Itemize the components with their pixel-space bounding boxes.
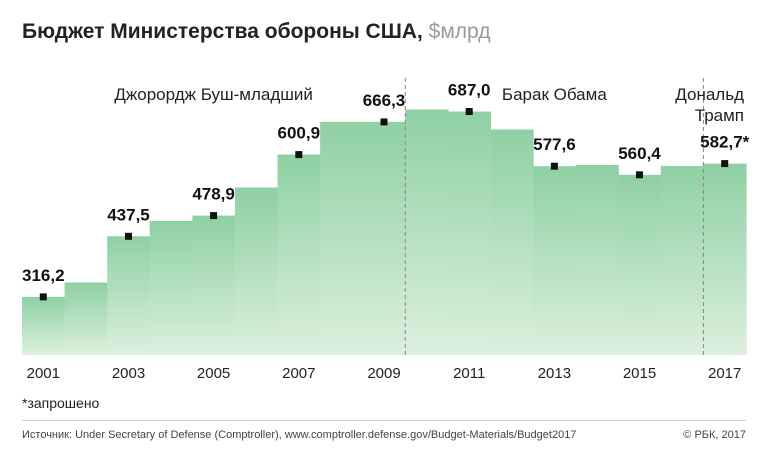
area-step-2011	[447, 111, 492, 355]
data-point-marker	[721, 160, 729, 168]
data-point-marker	[550, 162, 558, 170]
data-point-marker	[636, 171, 643, 179]
data-label: 316,2	[22, 266, 65, 285]
area-layer	[22, 109, 747, 355]
area-step-2008	[320, 121, 364, 355]
area-step-2010	[405, 109, 449, 355]
area-step-2005	[192, 215, 236, 355]
x-tick-label: 2011	[453, 365, 485, 382]
x-tick-layer: 2001 2003 2005 2007 2009 2011 2013 2015 2017	[27, 365, 742, 382]
footnote: *запрошено	[22, 395, 100, 411]
data-label: 478,9	[192, 185, 235, 204]
period-label: Джорордж Буш-младший	[114, 85, 313, 104]
footer-divider	[22, 420, 746, 421]
data-point-marker	[39, 293, 47, 301]
budget-area-chart: Джорордж Буш-младший Барак Обама Дональд Тр…	[22, 78, 750, 382]
data-label-layer: 316,2 437,5 478,9 600,9 666,3 687,0 577,6 560,4…	[22, 81, 750, 285]
chart-title: Бюджет Министерства обороны США, $млрд	[22, 20, 490, 44]
x-tick-label: 2007	[282, 365, 315, 382]
x-tick-label: 2009	[367, 365, 400, 382]
area-step-2015	[618, 174, 662, 355]
period-label: Дональд Трамп	[675, 85, 744, 125]
area-step-2001	[22, 296, 66, 355]
data-point-marker	[465, 108, 473, 115]
data-label: 666,3	[363, 91, 406, 110]
x-tick-label: 2001	[27, 365, 60, 382]
period-dividers	[404, 78, 704, 358]
data-label: 577,6	[533, 135, 576, 154]
area-step-2006	[234, 187, 279, 355]
area-step-2017	[703, 163, 747, 355]
data-label: 687,0	[448, 81, 491, 100]
area-step-2012	[490, 129, 534, 355]
title-unit: $млрд	[428, 20, 491, 43]
area-step-2003	[107, 236, 151, 355]
copyright: © РБК, 2017	[683, 429, 746, 441]
data-label: 560,4	[618, 144, 661, 163]
x-tick-label: 2013	[538, 365, 571, 382]
source-note: Источник: Under Secretary of Defense (Co…	[22, 429, 577, 441]
x-tick-label: 2015	[623, 365, 656, 382]
data-point-marker	[295, 151, 303, 159]
area-step-2002	[64, 282, 108, 355]
marker-layer	[39, 108, 729, 301]
title-text: Бюджет Министерства обороны США,	[22, 20, 423, 43]
area-step-2004	[149, 221, 193, 355]
data-label: 437,5	[107, 205, 150, 224]
data-label: 582,7*	[700, 133, 750, 152]
data-label: 600,9	[278, 124, 321, 143]
area-step-2014	[575, 165, 619, 355]
period-label: Барак Обама	[502, 85, 607, 104]
data-point-marker	[210, 212, 218, 220]
data-point-marker	[380, 118, 388, 126]
x-tick-label: 2003	[112, 365, 145, 382]
x-tick-label: 2017	[708, 365, 741, 382]
x-tick-label: 2005	[197, 365, 230, 382]
area-step-2007	[277, 154, 321, 355]
area-step-2009	[362, 121, 406, 355]
period-labels: Джорордж Буш-младший Барак Обама Дональд Тр…	[114, 85, 744, 125]
data-point-marker	[125, 232, 132, 240]
area-step-2016	[660, 166, 705, 355]
area-step-2013	[533, 166, 577, 355]
